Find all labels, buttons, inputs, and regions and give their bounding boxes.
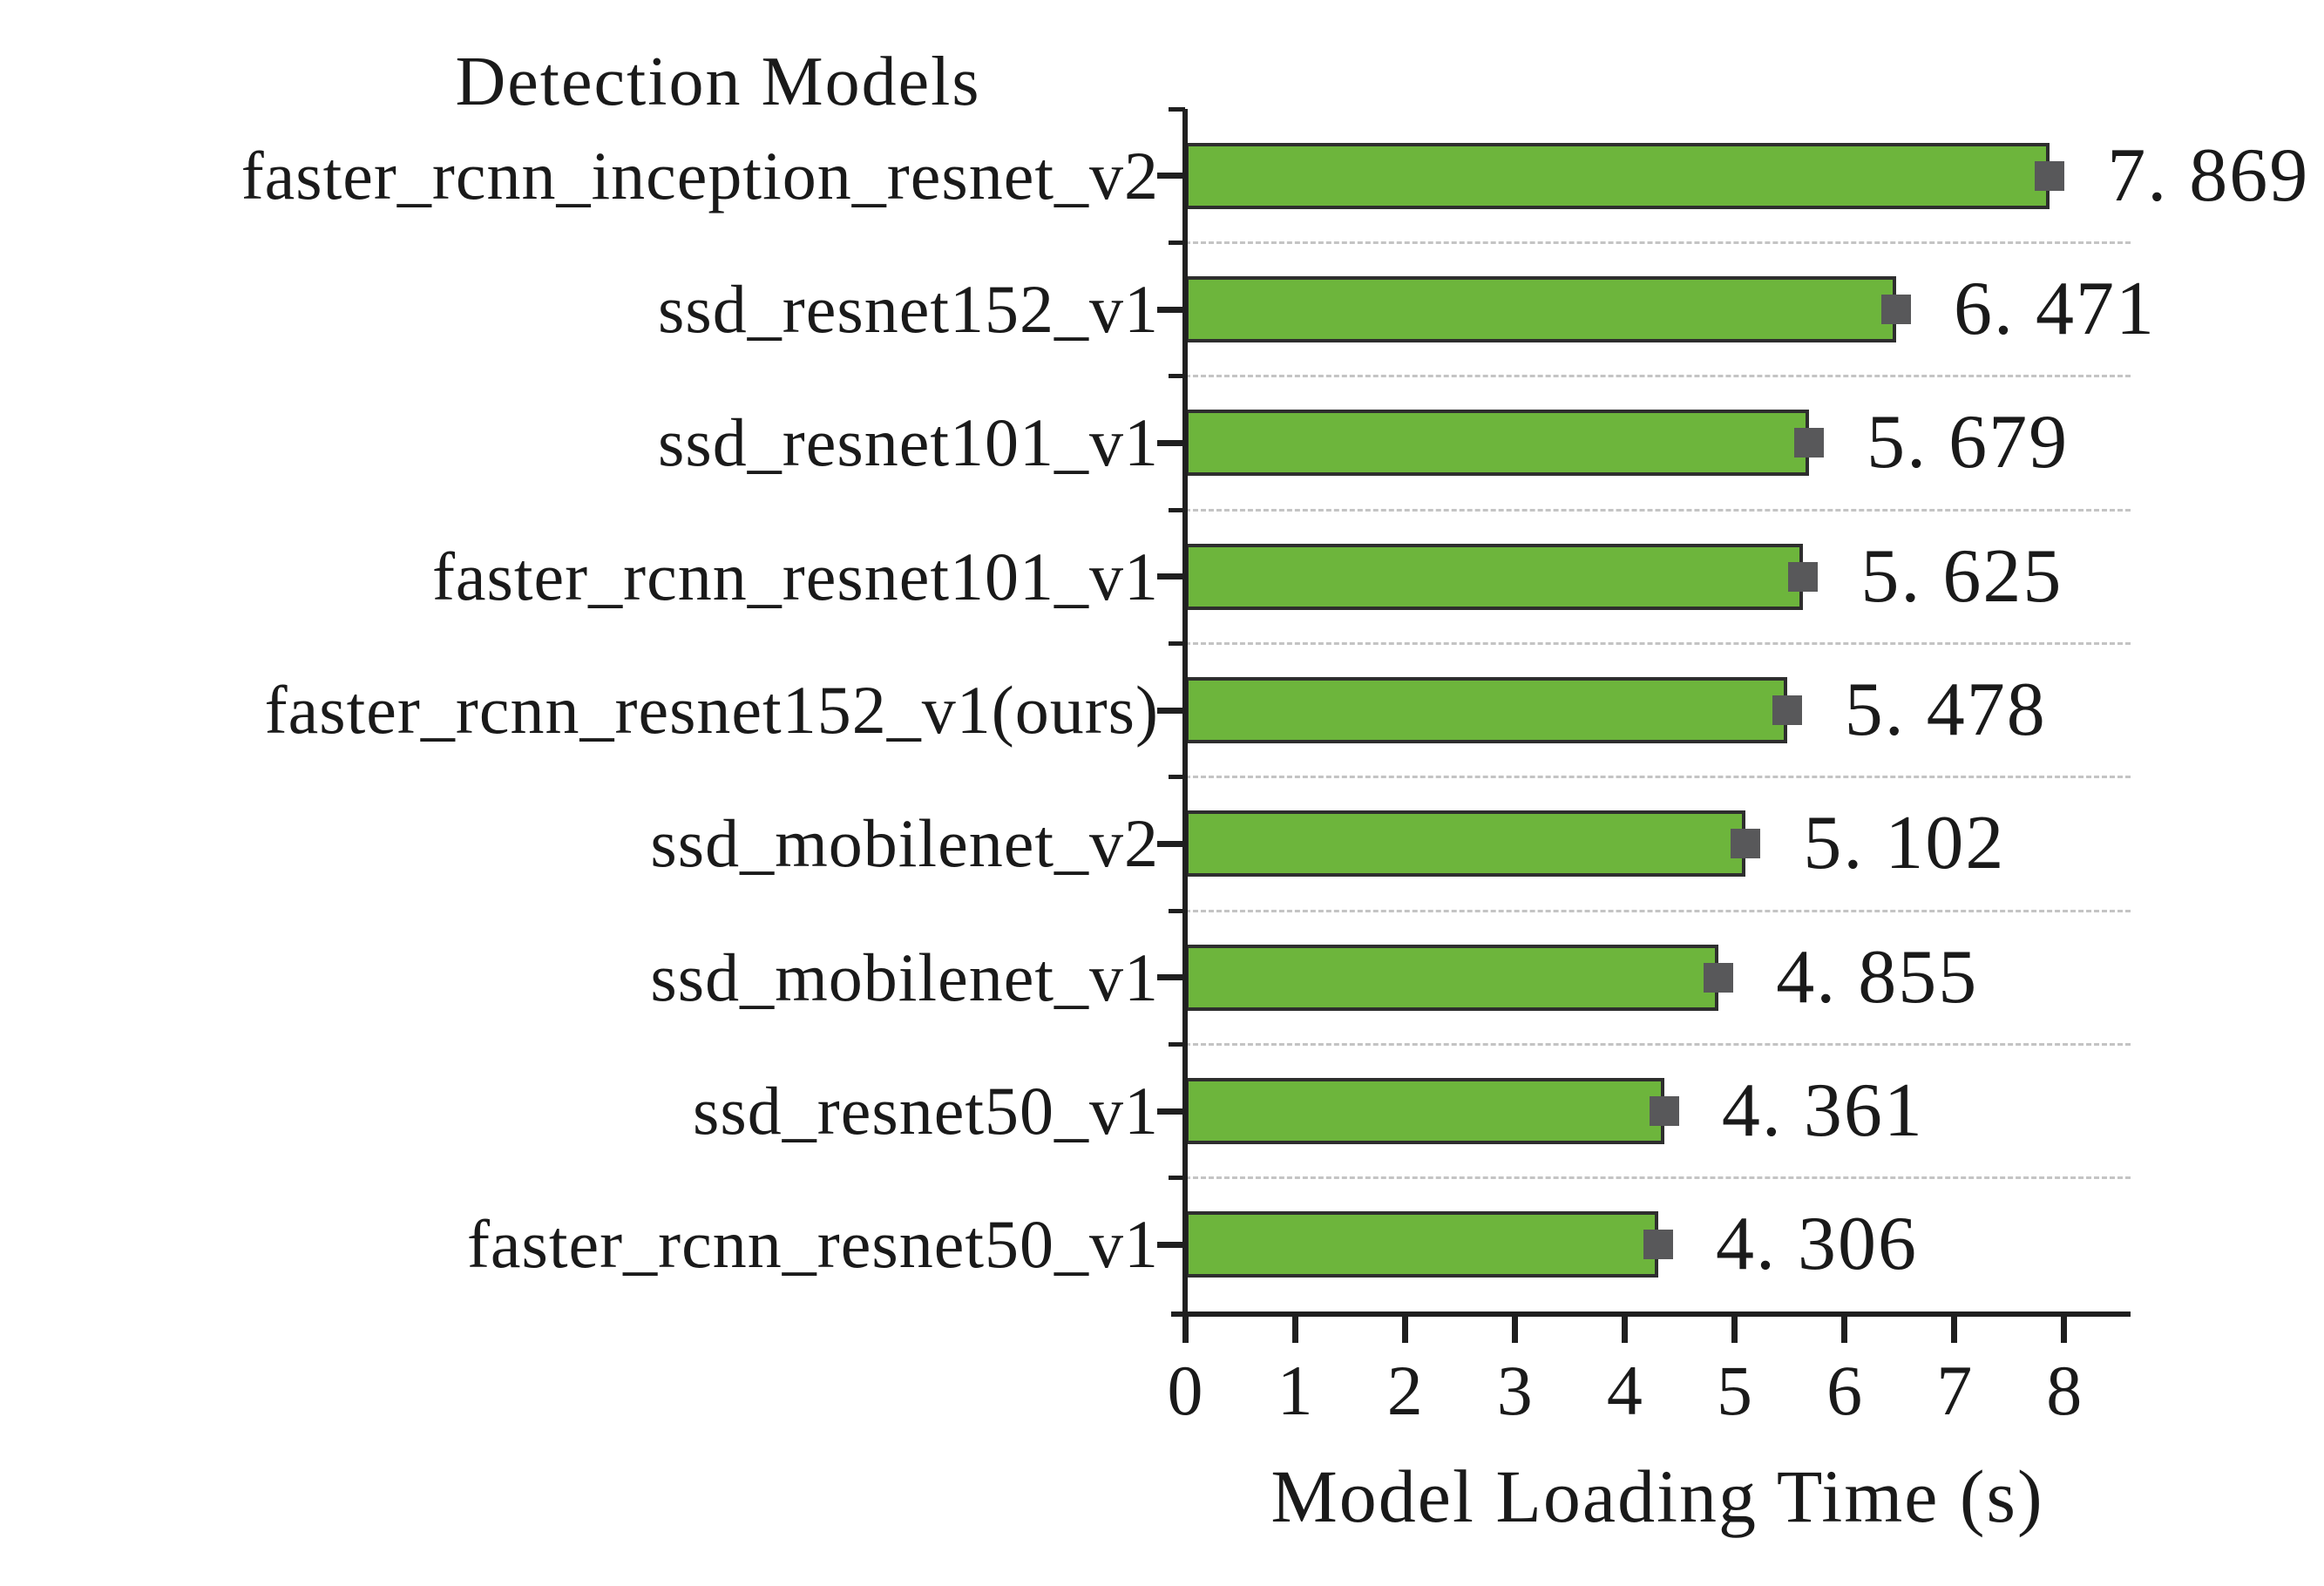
bar xyxy=(1185,1078,1664,1144)
bar xyxy=(1185,944,1719,1011)
value-label: 5. 478 xyxy=(1844,668,2047,752)
value-label: 6. 471 xyxy=(1953,267,2156,351)
y-major-tick xyxy=(1157,974,1185,981)
y-minor-tick xyxy=(1169,1041,1185,1047)
bar xyxy=(1185,276,1896,342)
y-major-tick xyxy=(1157,439,1185,446)
gridline xyxy=(1185,1176,2131,1180)
bar-end-marker xyxy=(1788,561,1819,592)
category-label: faster_rcnn_resnet50_v1 xyxy=(466,1206,1159,1283)
bar xyxy=(1185,410,1810,477)
x-tick-label: 7 xyxy=(1936,1351,1973,1430)
x-tick xyxy=(1621,1317,1628,1343)
y-minor-tick xyxy=(1169,374,1185,379)
bar-end-marker xyxy=(2035,160,2065,191)
y-major-tick xyxy=(1157,573,1185,580)
value-label: 7. 869 xyxy=(2107,132,2310,218)
x-tick-label: 8 xyxy=(2046,1351,2083,1430)
bar xyxy=(1185,142,2050,209)
bar-end-marker xyxy=(1731,829,1761,859)
y-major-tick xyxy=(1157,707,1185,714)
gridline xyxy=(1185,241,2131,244)
y-minor-tick xyxy=(1169,908,1185,913)
y-minor-tick xyxy=(1169,1176,1185,1181)
x-tick-label: 6 xyxy=(1826,1351,1863,1430)
gridline xyxy=(1185,508,2131,512)
x-tick-label: 5 xyxy=(1717,1351,1752,1430)
x-tick-label: 2 xyxy=(1386,1351,1423,1430)
x-axis-line xyxy=(1171,1312,2131,1317)
bar-end-marker xyxy=(1880,295,1911,324)
x-tick xyxy=(1951,1317,1958,1343)
x-tick xyxy=(1511,1317,1518,1343)
y-major-tick xyxy=(1157,1108,1185,1115)
x-tick xyxy=(1291,1317,1298,1343)
value-label: 5. 102 xyxy=(1803,801,2006,886)
y-minor-tick xyxy=(1169,775,1185,780)
value-label: 4. 306 xyxy=(1715,1202,1918,1287)
x-tick xyxy=(1731,1317,1738,1343)
bar xyxy=(1185,677,1787,743)
category-label: ssd_resnet101_v1 xyxy=(658,404,1159,481)
bar-end-marker xyxy=(1772,695,1802,725)
bar-end-marker xyxy=(1649,1096,1679,1126)
y-major-tick xyxy=(1157,173,1185,180)
category-label: faster_rcnn_inception_resnet_v2 xyxy=(241,137,1159,214)
x-tick-label: 0 xyxy=(1167,1351,1203,1430)
x-tick-label: 1 xyxy=(1277,1351,1313,1430)
y-major-tick xyxy=(1157,306,1185,313)
value-label: 5. 679 xyxy=(1867,400,2070,485)
x-tick xyxy=(1841,1317,1848,1343)
y-minor-tick xyxy=(1169,507,1185,512)
category-label: faster_rcnn_resnet101_v1 xyxy=(431,538,1159,614)
category-label: ssd_mobilenet_v1 xyxy=(650,939,1159,1015)
category-label: faster_rcnn_resnet152_v1(ours) xyxy=(264,672,1159,748)
bar xyxy=(1185,543,1804,610)
y-axis-title: Detection Models xyxy=(455,44,981,120)
bar xyxy=(1185,810,1746,878)
gridline xyxy=(1185,909,2131,912)
gridline xyxy=(1185,375,2131,378)
value-label: 4. 361 xyxy=(1721,1068,1924,1153)
x-tick-label: 3 xyxy=(1496,1351,1533,1430)
value-label: 5. 625 xyxy=(1860,533,2063,619)
gridline xyxy=(1185,1042,2131,1046)
bar-end-marker xyxy=(1643,1230,1673,1260)
gridline xyxy=(1185,641,2131,645)
bar-end-marker xyxy=(1704,962,1734,993)
category-label: ssd_resnet152_v1 xyxy=(658,271,1159,347)
x-tick-label: 4 xyxy=(1606,1351,1643,1430)
x-tick xyxy=(2061,1317,2068,1343)
bar-end-marker xyxy=(1794,428,1825,458)
y-major-tick xyxy=(1157,1241,1185,1248)
x-tick xyxy=(1401,1317,1408,1343)
y-minor-tick xyxy=(1169,106,1185,112)
category-label: ssd_resnet50_v1 xyxy=(693,1073,1159,1149)
y-major-tick xyxy=(1157,840,1185,847)
x-axis-label: Model Loading Time (s) xyxy=(1270,1454,2044,1538)
value-label: 4. 855 xyxy=(1776,934,1979,1020)
y-minor-tick xyxy=(1169,240,1185,245)
bar xyxy=(1185,1211,1658,1278)
x-tick xyxy=(1182,1317,1189,1343)
y-minor-tick xyxy=(1169,640,1185,646)
gridline xyxy=(1185,776,2131,779)
y-axis-spine xyxy=(1182,109,1188,1317)
category-label: ssd_mobilenet_v2 xyxy=(650,805,1159,882)
